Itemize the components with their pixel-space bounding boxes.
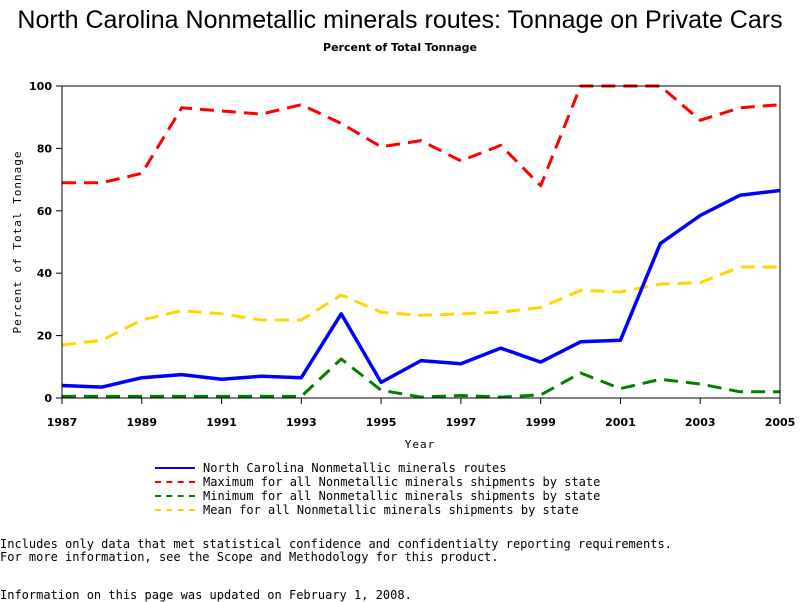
legend-swatch (155, 481, 195, 483)
legend-item: North Carolina Nonmetallic minerals rout… (155, 461, 600, 475)
x-tick-label: 2003 (685, 416, 716, 429)
legend-swatch (155, 467, 195, 469)
legend-label: North Carolina Nonmetallic minerals rout… (203, 461, 507, 475)
y-tick-label: 40 (37, 267, 53, 280)
series-line-1 (62, 84, 781, 188)
y-tick-label: 20 (37, 330, 53, 343)
legend-item: Minimum for all Nonmetallic minerals shi… (155, 489, 600, 503)
legend-item: Mean for all Nonmetallic minerals shipme… (155, 503, 600, 517)
series-line-2 (62, 357, 780, 399)
y-tick-label: 100 (29, 80, 52, 93)
x-tick-label: 1991 (206, 416, 237, 429)
x-tick-label: 1989 (126, 416, 157, 429)
plot-frame (61, 85, 781, 399)
y-tick-label: 0 (44, 392, 52, 405)
x-tick-label: 2001 (605, 416, 636, 429)
x-tick-label: 1993 (286, 416, 317, 429)
y-tick-label: 80 (37, 142, 53, 155)
axes-layer: 1987 1989 1991 1993 1995 1997 1999 2001 2003 2005… (29, 80, 795, 429)
footnote-confidence: Includes only data that met statistical … (0, 537, 672, 551)
legend-label: Mean for all Nonmetallic minerals shipme… (203, 503, 579, 517)
legend: North Carolina Nonmetallic minerals rout… (155, 461, 600, 517)
legend-label: Minimum for all Nonmetallic minerals shi… (203, 489, 601, 503)
footnote-updated: Information on this page was updated on … (0, 588, 412, 602)
series-layer (61, 84, 781, 399)
x-tick-label: 1997 (446, 416, 477, 429)
x-tick-label: 1995 (366, 416, 397, 429)
x-tick-label: 1987 (47, 416, 78, 429)
footnote-methodology: For more information, see the Scope and … (0, 550, 499, 564)
y-axis-title: Percent of Total Tonnage (11, 151, 24, 334)
x-tick-label: 2005 (765, 416, 796, 429)
legend-label: Maximum for all Nonmetallic minerals shi… (203, 475, 601, 489)
chart-title: North Carolina Nonmetallic minerals rout… (17, 6, 783, 34)
legend-swatch (155, 509, 195, 511)
chart-subtitle: Percent of Total Tonnage (323, 41, 477, 54)
legend-item: Maximum for all Nonmetallic minerals shi… (155, 475, 600, 489)
line-chart: 1987 1989 1991 1993 1995 1997 1999 2001 2003 2005… (11, 80, 795, 451)
x-tick-label: 1999 (525, 416, 556, 429)
series-line-3 (61, 265, 780, 347)
x-axis-title: Year (405, 438, 436, 451)
series-line-0 (61, 188, 781, 389)
y-tick-label: 60 (37, 205, 53, 218)
legend-swatch (155, 495, 195, 497)
